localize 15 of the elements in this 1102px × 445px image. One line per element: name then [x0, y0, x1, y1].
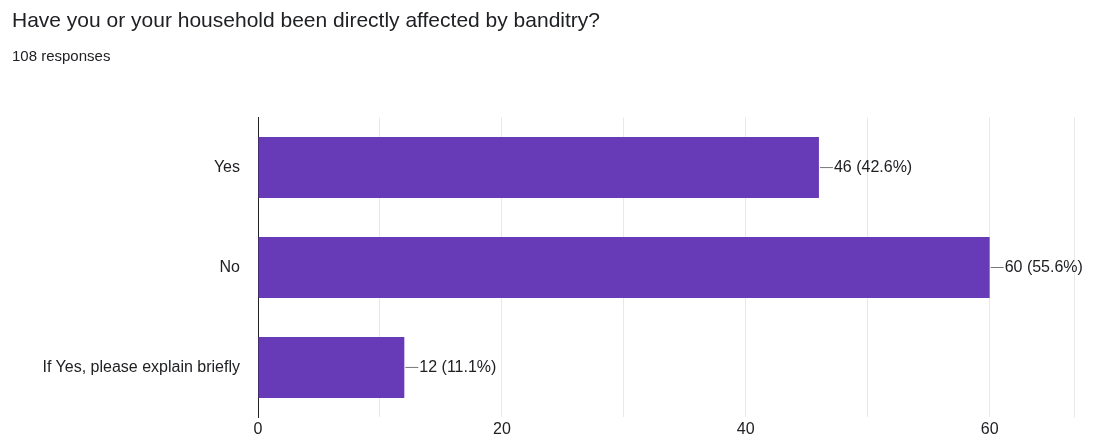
x-tick-label: 60: [980, 420, 999, 438]
bar: [258, 137, 819, 199]
bar: [258, 237, 990, 298]
bar: [258, 336, 405, 398]
data-label: 46 (42.6%): [833, 157, 913, 175]
x-tick-label: 0: [253, 420, 263, 438]
chart-title: Have you or your household been directly affected by banditry?: [12, 8, 600, 32]
y-tick-label: No: [219, 257, 241, 275]
data-label: 12 (11.1%): [419, 357, 497, 375]
x-tick-label: 40: [736, 420, 755, 438]
data-label: 60 (55.6%): [1004, 257, 1083, 275]
x-tick-label: 20: [492, 420, 511, 438]
y-tick-label: If Yes, please explain briefly: [42, 357, 240, 375]
y-tick-label: Yes: [213, 157, 240, 175]
text: 108 responses: [12, 47, 111, 64]
